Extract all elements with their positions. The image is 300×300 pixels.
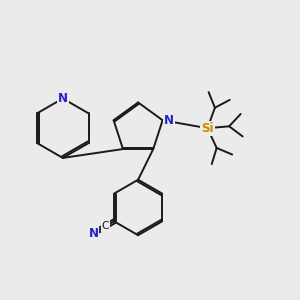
Text: N: N [58,92,68,105]
Text: Si: Si [201,122,214,135]
Text: C: C [102,221,109,231]
Text: N: N [88,227,98,240]
Text: N: N [164,114,174,127]
